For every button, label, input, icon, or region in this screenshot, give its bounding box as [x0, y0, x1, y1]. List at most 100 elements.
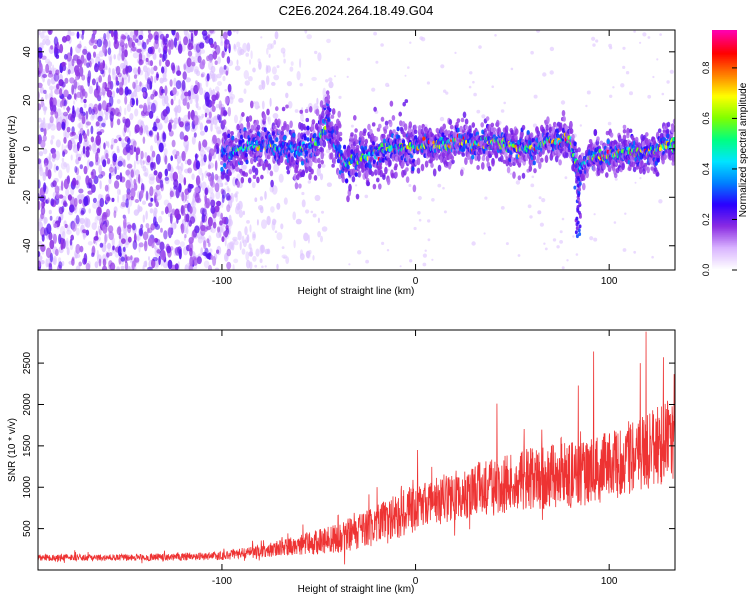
- spectrogram-noise-cell: [348, 263, 351, 266]
- spectrogram-noise-cell: [536, 30, 541, 33]
- spectrogram-noise-cell: [120, 201, 126, 207]
- spectrogram-noise-cell: [47, 72, 54, 78]
- spectrogram-noise-cell: [191, 256, 197, 261]
- spectrogram-noise-cell: [69, 204, 75, 213]
- spectrogram-noise-cell: [63, 53, 68, 60]
- spectrogram-noise-cell: [210, 123, 213, 132]
- spectrogram-noise-cell: [259, 258, 263, 264]
- spectrogram-noise-cell: [134, 169, 140, 177]
- spectrogram-noise-cell: [245, 251, 250, 261]
- spectrogram-noise-cell: [295, 218, 302, 225]
- spectrogram-noise-cell: [75, 265, 81, 270]
- spectrogram-cell: [514, 134, 518, 141]
- spectrogram-cell: [269, 170, 274, 177]
- spectrogram-cell: [517, 175, 522, 181]
- spectrogram-noise-cell: [266, 75, 270, 86]
- spectrogram-noise-cell: [136, 48, 142, 53]
- spectrogram-noise-cell: [99, 197, 105, 208]
- spectrogram-noise-cell: [161, 66, 165, 74]
- spectrogram-noise-cell: [180, 223, 185, 234]
- spectrogram-cell: [351, 176, 356, 183]
- spectrogram-noise-cell: [90, 114, 95, 121]
- spectrogram-noise-cell: [281, 246, 285, 250]
- spectrogram-noise-cell: [51, 135, 55, 140]
- spectrogram-noise-cell: [54, 88, 60, 95]
- spectrogram-noise-cell: [622, 46, 626, 50]
- spectrogram-cell: [435, 154, 439, 161]
- spectrogram-noise-cell: [188, 237, 194, 244]
- spectrogram-cell: [424, 160, 429, 168]
- spectrogram-noise-cell: [61, 157, 65, 163]
- spectrogram-noise-cell: [125, 179, 131, 190]
- spectrogram-noise-cell: [625, 71, 630, 75]
- spectrogram-noise-cell: [315, 105, 319, 110]
- spectrogram-noise-cell: [164, 85, 168, 96]
- spectrogram-cell: [569, 121, 573, 129]
- spectrogram-noise-cell: [163, 38, 168, 45]
- spectrogram-noise-cell: [252, 233, 256, 239]
- spectrogram-noise-cell: [175, 188, 180, 199]
- spectrogram-noise-cell: [102, 258, 107, 267]
- spectrogram-noise-cell: [127, 205, 130, 215]
- spectrogram-cell: [464, 125, 469, 130]
- spectrogram-noise-cell: [86, 160, 90, 170]
- spectrogram-noise-cell: [42, 171, 47, 182]
- spectrogram-cell: [538, 161, 542, 170]
- spectrogram-noise-cell: [211, 100, 215, 107]
- spectrogram-noise-cell: [226, 261, 232, 270]
- spectrogram-noise-cell: [566, 259, 569, 262]
- spectrogram-noise-cell: [158, 142, 164, 153]
- spectrogram-noise-cell: [200, 153, 204, 161]
- spectrogram-cell: [279, 155, 284, 163]
- spectrogram-noise-cell: [43, 106, 47, 116]
- spectrogram-noise-cell: [181, 191, 185, 202]
- spectrogram-cell: [256, 124, 261, 131]
- spectrogram-noise-cell: [666, 80, 670, 84]
- spectrogram-cell: [389, 100, 394, 107]
- spectrogram-noise-cell: [224, 238, 227, 247]
- spectrogram-noise-cell: [83, 135, 88, 142]
- spectrogram-noise-cell: [150, 197, 154, 202]
- spectrogram-noise-cell: [107, 81, 112, 90]
- spectrogram-noise-cell: [307, 234, 310, 244]
- spectrogram-cell: [506, 166, 511, 174]
- spectrogram-noise-cell: [305, 250, 310, 259]
- spectrogram-noise-cell: [38, 117, 42, 123]
- spectrogram-noise-cell: [579, 124, 582, 127]
- spectrogram-noise-cell: [233, 45, 237, 52]
- spectrogram-cell: [220, 160, 224, 166]
- spectrogram-noise-cell: [156, 73, 159, 79]
- spectrogram-noise-cell: [113, 210, 117, 219]
- spectrogram-noise-cell: [145, 210, 148, 220]
- spectrogram-noise-cell: [106, 31, 110, 40]
- spectrogram-noise-cell: [238, 209, 244, 218]
- spectrogram-noise-cell: [108, 53, 113, 62]
- spectrogram-noise-cell: [105, 140, 108, 147]
- spectrogram-noise-cell: [64, 131, 70, 139]
- spectrogram-cell: [476, 165, 480, 170]
- spectrogram-noise-cell: [140, 150, 144, 160]
- spectrogram-noise-cell: [176, 155, 182, 164]
- spectrogram-noise-cell: [118, 256, 122, 265]
- spectrogram-noise-cell: [146, 227, 150, 234]
- spectrogram-noise-cell: [43, 227, 49, 236]
- spectrogram-noise-cell: [125, 118, 131, 128]
- spectrogram-noise-cell: [72, 177, 77, 187]
- spectrogram-noise-cell: [169, 190, 174, 198]
- spectrogram-noise-cell: [317, 217, 320, 224]
- spectrogram-noise-cell: [91, 184, 96, 193]
- spectrogram-cell: [512, 171, 516, 179]
- spectrogram-cell: [384, 120, 389, 126]
- spectrogram-noise-cell: [162, 132, 167, 143]
- spectrogram-cell: [315, 108, 320, 116]
- spectrogram-noise-cell: [142, 65, 148, 73]
- spectrogram-noise-cell: [75, 69, 80, 77]
- spectrogram-noise-cell: [95, 113, 98, 120]
- spectrogram-noise-cell: [50, 182, 55, 188]
- spectrogram-noise-cell: [76, 175, 82, 181]
- spectrogram-noise-cell: [197, 116, 204, 121]
- spectrogram-noise-cell: [142, 41, 147, 50]
- spectrogram-noise-cell: [266, 47, 269, 55]
- spectrogram-noise-cell: [75, 158, 79, 165]
- spectrogram-noise-cell: [129, 148, 134, 155]
